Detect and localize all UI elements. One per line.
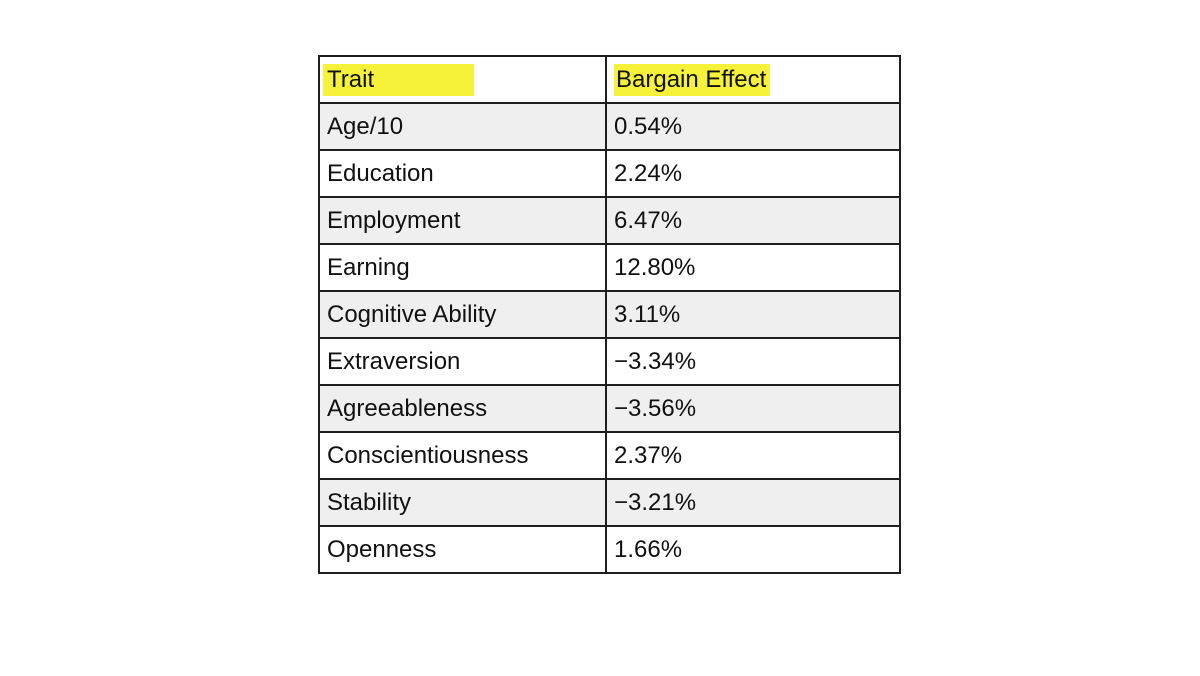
header-cell-bargain-effect: Bargain Effect [605, 55, 901, 104]
effect-cell: −3.34% [605, 337, 901, 386]
header-row: Trait Bargain Effect [318, 55, 901, 104]
trait-cell: Earning [318, 243, 607, 292]
effect-cell: 3.11% [605, 290, 901, 339]
effect-cell: 0.54% [605, 102, 901, 151]
trait-cell: Age/10 [318, 102, 607, 151]
effect-cell: 2.37% [605, 431, 901, 480]
trait-cell: Openness [318, 525, 607, 574]
trait-cell: Conscientiousness [318, 431, 607, 480]
header-trait-label: Trait [323, 63, 475, 96]
table-row: Agreeableness −3.56% [318, 384, 901, 433]
effect-cell: −3.56% [605, 384, 901, 433]
trait-cell: Extraversion [318, 337, 607, 386]
table-row: Stability −3.21% [318, 478, 901, 527]
header-cell-trait: Trait [318, 55, 607, 104]
effect-cell: −3.21% [605, 478, 901, 527]
trait-cell: Employment [318, 196, 607, 245]
table-row: Education 2.24% [318, 149, 901, 198]
table-row: Cognitive Ability 3.11% [318, 290, 901, 339]
trait-bargain-table: Trait Bargain Effect Age/10 0.54% Educat… [318, 55, 901, 574]
table-row: Age/10 0.54% [318, 102, 901, 151]
trait-cell: Stability [318, 478, 607, 527]
trait-cell: Education [318, 149, 607, 198]
table-row: Earning 12.80% [318, 243, 901, 292]
table-row: Employment 6.47% [318, 196, 901, 245]
effect-cell: 1.66% [605, 525, 901, 574]
trait-table-container: Trait Bargain Effect Age/10 0.54% Educat… [318, 55, 901, 574]
effect-cell: 6.47% [605, 196, 901, 245]
header-bargain-effect-label: Bargain Effect [614, 63, 771, 96]
table-row: Extraversion −3.34% [318, 337, 901, 386]
trait-cell: Cognitive Ability [318, 290, 607, 339]
effect-cell: 12.80% [605, 243, 901, 292]
effect-cell: 2.24% [605, 149, 901, 198]
table-row: Conscientiousness 2.37% [318, 431, 901, 480]
trait-cell: Agreeableness [318, 384, 607, 433]
table-row: Openness 1.66% [318, 525, 901, 574]
